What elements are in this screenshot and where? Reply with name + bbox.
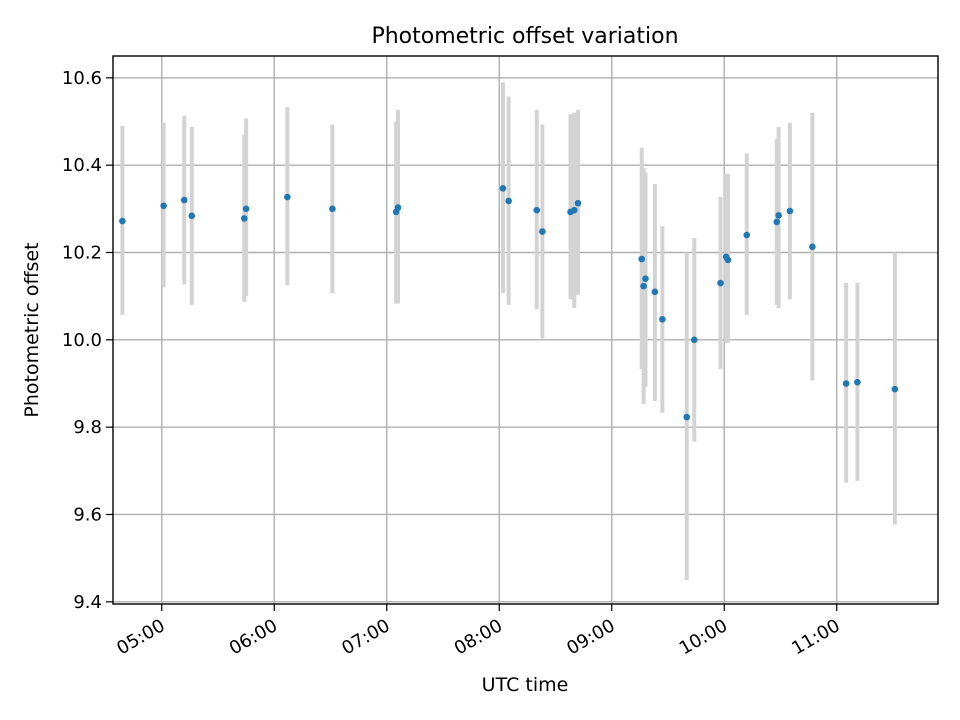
data-point: [160, 202, 167, 210]
data-point: [499, 185, 507, 192]
data-point: [854, 378, 861, 386]
data-point: [119, 217, 126, 225]
data-point: [394, 204, 402, 211]
y-tick-label: 10.0: [62, 330, 102, 351]
data-point: [574, 199, 582, 207]
data-point: [284, 193, 291, 201]
data-point: [773, 218, 781, 226]
data-point: [242, 205, 250, 213]
y-axis-label: Photometric offset: [21, 242, 43, 417]
data-points: [119, 185, 899, 421]
data-point: [786, 207, 794, 215]
data-point: [329, 205, 336, 213]
data-point: [717, 279, 724, 287]
plot-frame: [112, 55, 939, 605]
data-point: [188, 212, 196, 220]
data-point: [539, 228, 546, 235]
chart-title: Photometric offset variation: [371, 24, 678, 49]
y-tick-label: 10.2: [62, 242, 102, 263]
data-point: [651, 288, 659, 296]
data-point: [642, 275, 649, 282]
data-point: [659, 316, 666, 323]
data-point: [842, 380, 850, 387]
data-point: [891, 385, 899, 393]
y-tick-label: 10.6: [62, 68, 102, 89]
y-tick-label: 9.8: [73, 417, 102, 438]
data-point: [683, 413, 691, 421]
data-point: [743, 231, 751, 239]
data-point: [724, 256, 732, 264]
data-point: [505, 197, 512, 205]
data-point: [570, 206, 578, 214]
y-tick-label: 9.6: [73, 504, 102, 525]
data-point: [775, 212, 782, 219]
data-point: [638, 255, 646, 263]
x-axis-label: UTC time: [482, 674, 569, 696]
data-point: [690, 336, 698, 344]
data-point: [240, 215, 248, 222]
y-tick-label: 10.4: [62, 155, 102, 176]
y-tick-label: 9.4: [73, 592, 102, 613]
y-axis-ticks: 9.4 9.6 9.8 10.0 10.2 10.4 10.6: [62, 68, 113, 613]
data-point: [640, 282, 647, 290]
data-point: [180, 196, 188, 204]
data-point: [809, 243, 816, 251]
data-point: [533, 206, 541, 214]
